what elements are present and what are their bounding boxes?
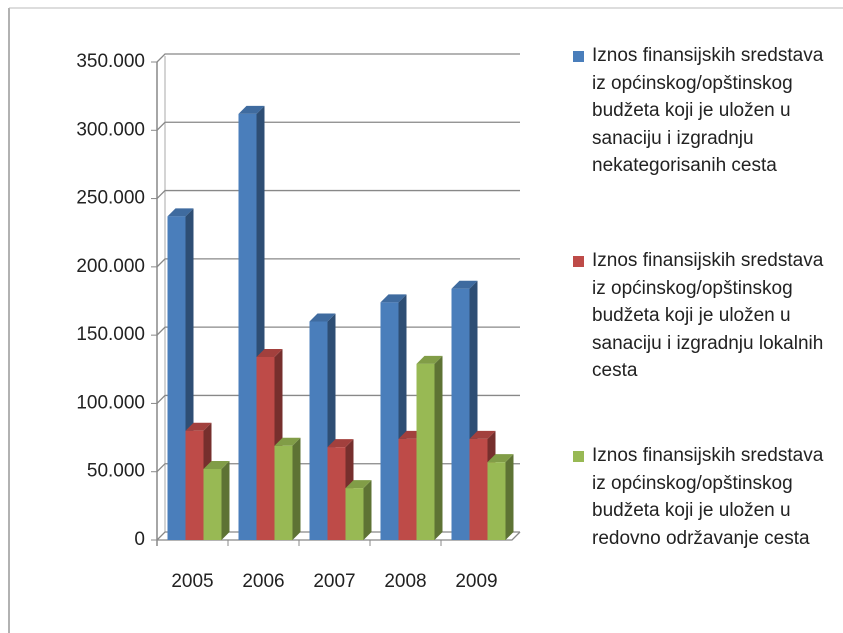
y-tick-label: 50.000 — [87, 461, 145, 482]
x-tick-label: 2007 — [313, 571, 355, 592]
x-tick-label: 2008 — [384, 571, 426, 592]
bar-top — [469, 430, 496, 439]
bar-side — [221, 460, 230, 540]
x-tick-label: 2005 — [171, 571, 213, 592]
legend-entry: Iznos finansijskih sredstava iz općinsko… — [573, 442, 835, 552]
legend-entry: Iznos finansijskih sredstava iz općinsko… — [573, 42, 835, 180]
grid-line — [156, 258, 520, 268]
y-tick-label: 300.000 — [76, 119, 145, 140]
bar — [203, 468, 222, 540]
bar-top — [238, 105, 265, 114]
y-tick-label: 150.000 — [76, 324, 145, 345]
bar — [167, 216, 186, 540]
bar-top — [274, 437, 301, 446]
bar-side — [505, 454, 514, 540]
grid-line — [156, 189, 520, 200]
bar — [451, 288, 470, 540]
bar — [380, 302, 399, 540]
bar — [327, 447, 346, 540]
bar — [238, 113, 257, 540]
y-tick-label: 0 — [134, 529, 145, 550]
legend-label: Iznos finansijskih sredstava iz općinsko… — [592, 445, 824, 549]
legend-swatch — [573, 51, 584, 62]
y-tick-label: 350.000 — [76, 51, 145, 72]
bar-top — [309, 313, 336, 322]
bar — [416, 363, 435, 540]
bar — [345, 488, 364, 540]
bar-top — [203, 460, 230, 469]
bar-top — [416, 355, 443, 364]
bar — [256, 356, 275, 540]
bar-top — [256, 348, 283, 357]
bar — [469, 438, 488, 540]
legend-entry: Iznos finansijskih sredstava iz općinsko… — [573, 247, 835, 385]
bar-top — [451, 280, 478, 289]
bar — [309, 321, 328, 540]
y-tick-label: 250.000 — [76, 188, 145, 209]
x-tick-label: 2009 — [455, 571, 497, 592]
bar-side — [292, 437, 301, 540]
bar-top — [345, 480, 372, 489]
bar-top — [380, 294, 407, 303]
legend-label: Iznos finansijskih sredstava iz općinsko… — [592, 45, 824, 176]
legend-label: Iznos finansijskih sredstava iz općinsko… — [592, 250, 824, 381]
x-tick-label: 2006 — [242, 571, 284, 592]
legend-swatch — [573, 451, 584, 462]
bar-top — [167, 208, 194, 217]
bar-top — [185, 422, 212, 431]
y-tick-label: 200.000 — [76, 256, 145, 277]
bar-side — [434, 355, 443, 540]
legend-swatch — [573, 256, 584, 267]
bar-top — [327, 439, 354, 448]
bar — [274, 445, 293, 540]
y-tick-label: 100.000 — [76, 392, 145, 413]
bar — [487, 462, 506, 540]
bar-top — [487, 454, 514, 463]
bar-side — [363, 480, 372, 540]
bar — [398, 438, 417, 540]
grid-line — [156, 53, 520, 63]
grid-line — [156, 121, 520, 131]
bar — [185, 430, 204, 540]
